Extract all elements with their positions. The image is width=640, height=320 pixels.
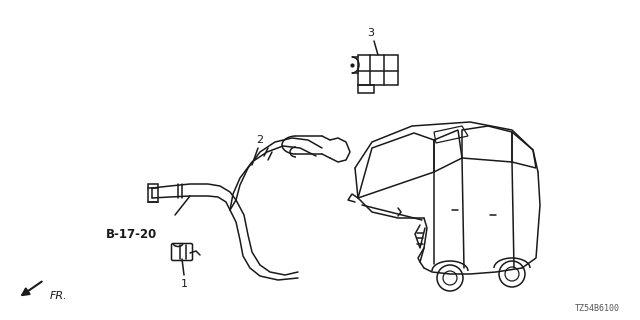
Text: B-17-20: B-17-20	[106, 228, 157, 241]
Bar	[358, 85, 374, 93]
Text: TZ54B6100: TZ54B6100	[575, 304, 620, 313]
Bar	[148, 184, 158, 202]
Bar	[358, 55, 398, 85]
Text: FR.: FR.	[50, 291, 68, 301]
Text: 3: 3	[367, 28, 374, 38]
Text: 1: 1	[180, 279, 188, 289]
Text: 2: 2	[257, 135, 264, 145]
